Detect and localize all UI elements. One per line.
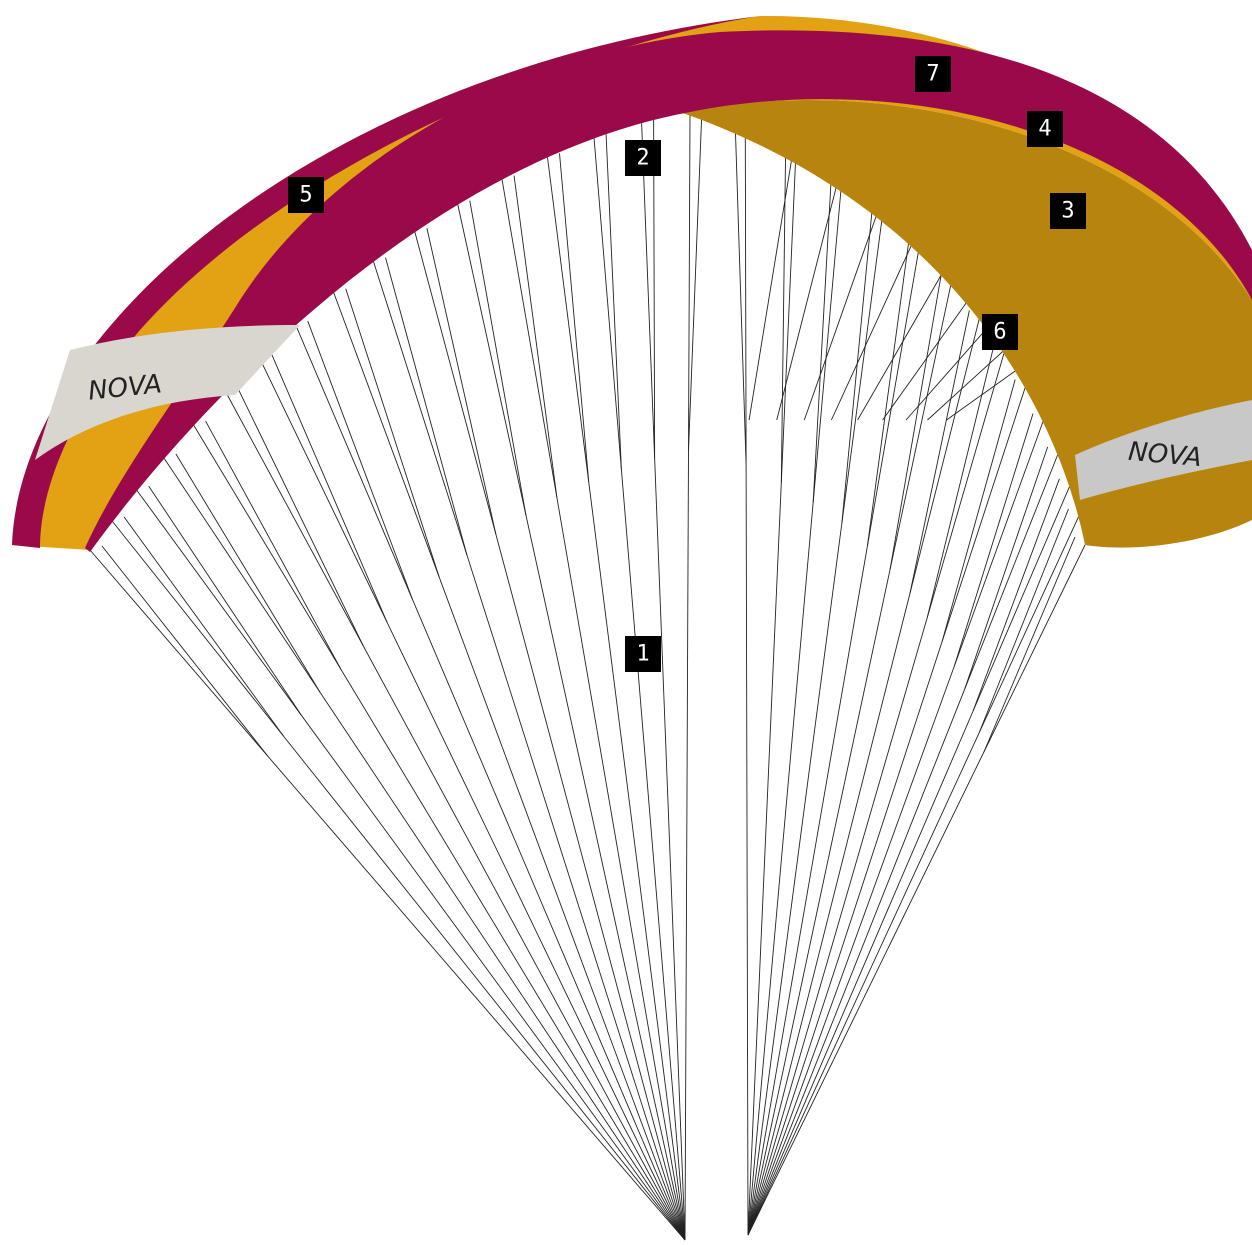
suspension-line (269, 757, 686, 1240)
suspension-line (748, 752, 984, 1235)
suspension-line (386, 258, 467, 556)
suspension-line (735, 127, 746, 465)
suspension-line (164, 458, 320, 693)
suspension-line (458, 205, 526, 516)
suspension-line (606, 134, 621, 468)
suspension-line (124, 517, 284, 737)
suspension-line (965, 447, 1048, 689)
label-text: 3 (1061, 199, 1074, 224)
suspension-line (748, 524, 842, 1235)
suspension-line (206, 421, 341, 669)
suspension-line (984, 545, 1085, 752)
suspension-line (439, 577, 685, 1240)
suspension-line (685, 450, 689, 1240)
suspension-line (748, 689, 965, 1235)
suspension-line (748, 618, 927, 1235)
suspension-line (927, 353, 1004, 618)
label-text: 2 (636, 146, 649, 171)
suspension-line (594, 138, 621, 468)
suspension-line (346, 289, 439, 577)
suspension-line (746, 465, 748, 1235)
suspension-line (689, 108, 703, 450)
suspension-line (954, 422, 1042, 666)
suspension-line (112, 521, 284, 737)
suspension-line (867, 251, 918, 546)
suspension-line (502, 180, 557, 498)
label: 3 (1050, 193, 1086, 229)
suspension-line (748, 546, 867, 1235)
suspension-line (320, 693, 685, 1240)
label: 1 (625, 636, 661, 672)
suspension-line (560, 153, 589, 482)
suspension-line (90, 550, 269, 757)
suspension-line (979, 517, 1078, 732)
label-text: 7 (926, 62, 939, 87)
label: 2 (625, 140, 661, 176)
label-text: 1 (636, 642, 649, 667)
suspension-line (296, 325, 413, 599)
suspension-line (284, 737, 685, 1240)
label-text: 4 (1038, 117, 1051, 142)
suspension-line (973, 487, 1069, 711)
suspension-line (842, 219, 882, 524)
suspension-line (910, 318, 979, 593)
suspension-line (137, 490, 301, 715)
suspension-line (890, 284, 951, 569)
suspension-line (557, 498, 685, 1240)
suspension-line (842, 211, 872, 524)
suspension-line (813, 180, 831, 502)
label: 7 (915, 56, 951, 92)
label: 4 (1027, 111, 1063, 147)
suspension-line (689, 112, 691, 450)
label: 6 (982, 314, 1018, 350)
paraglider-diagram: NOVA NOVA 1 2 3 4 5 6 7 (0, 0, 1252, 1245)
label: 5 (288, 177, 324, 213)
label-text: 6 (993, 320, 1006, 345)
suspension-line (341, 670, 685, 1240)
label-text: 5 (299, 183, 312, 208)
suspension-line (149, 486, 301, 715)
suspension-line (748, 732, 979, 1235)
suspension-line (374, 262, 467, 556)
suspension-line (745, 135, 746, 465)
brand-mark: NOVA (1127, 437, 1203, 473)
suspension-line (621, 469, 685, 1240)
suspension-line (387, 623, 685, 1240)
suspension-line (748, 642, 942, 1235)
suspension-line (238, 388, 364, 647)
suspension-line (910, 310, 969, 593)
suspension-line (813, 188, 841, 502)
suspension-line (427, 228, 496, 534)
suspension-line (194, 425, 341, 669)
suspension-line (514, 176, 557, 498)
suspension-line (748, 502, 813, 1235)
suspension-line (548, 157, 589, 482)
